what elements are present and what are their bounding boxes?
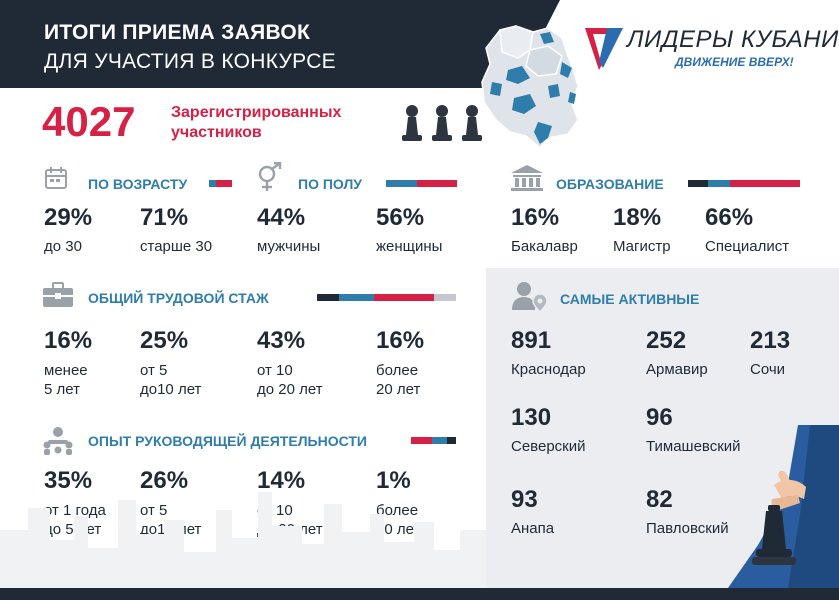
- active-seversky-label: Северский: [511, 438, 586, 455]
- page-title: ИТОГИ ПРИЕМА ЗАЯВОК: [44, 21, 311, 44]
- gender-male-value: 44%: [257, 204, 306, 231]
- experience-over-20-value: 16%: [376, 327, 425, 354]
- gender-section-title: ПО ПОЛУ: [298, 176, 362, 192]
- gender-bar-male: [386, 180, 417, 187]
- leadership-1-5-value: 35%: [44, 467, 93, 494]
- active-section-title: САМЫЕ АКТИВНЫЕ: [560, 291, 700, 307]
- gender-female-value: 56%: [376, 204, 425, 231]
- hand-chess-piece-icon: [728, 425, 839, 588]
- education-specialist-label: Специалист: [705, 238, 790, 255]
- leadership-bar-10-20: [447, 437, 456, 444]
- active-anapa-value: 93: [511, 486, 538, 513]
- experience-under-5-label-1: менее: [44, 362, 88, 379]
- education-bar-bachelor: [688, 180, 708, 187]
- education-bar-specialist: [730, 180, 800, 187]
- gender-male-label: мужчины: [257, 238, 321, 255]
- age-bar-over-30: [216, 180, 232, 187]
- experience-bar-under-5: [317, 294, 339, 301]
- experience-10-20-value: 43%: [257, 327, 306, 354]
- city-skyline-background: [0, 492, 486, 588]
- active-armavir-value: 252: [646, 327, 687, 354]
- logo-tagline: ДВИЖЕНИЕ ВВЕРХ!: [675, 55, 794, 69]
- total-participants-number: 4027: [42, 98, 136, 145]
- header: ИТОГИ ПРИЕМА ЗАЯВОК ДЛЯ УЧАСТИЯ В КОНКУР…: [0, 0, 839, 88]
- age-over-30-label: старше 30: [140, 238, 213, 255]
- leadership-section-title: ОПЫТ РУКОВОДЯЩЕЙ ДЕЯТЕЛЬНОСТИ: [88, 433, 367, 449]
- education-bachelor-value: 16%: [511, 204, 560, 231]
- gender-icon: [258, 162, 282, 191]
- active-pavlovsky-label: Павловский: [646, 520, 729, 537]
- experience-under-5-value: 16%: [44, 327, 93, 354]
- user-location-icon: [512, 282, 548, 314]
- header-background: [0, 0, 560, 88]
- active-krasnodar-value: 891: [511, 327, 552, 354]
- active-seversky-value: 130: [511, 404, 552, 431]
- experience-under-5-label-2: 5 лет: [44, 381, 80, 398]
- region-map-icon: [481, 25, 579, 150]
- logo-name: ЛИДЕРЫ КУБАНИ: [627, 26, 839, 53]
- experience-section-title: ОБЩИЙ ТРУДОВОЙ СТАЖ: [88, 290, 269, 306]
- leadership-5-10-label-1: от 5: [140, 502, 168, 519]
- leadership-over-20-value: 1%: [376, 467, 411, 494]
- active-armavir-label: Армавир: [646, 361, 708, 378]
- experience-bar-over-20: [434, 294, 456, 301]
- education-bachelor-label: Бакалавр: [511, 238, 578, 255]
- gender-bar-female: [417, 180, 457, 187]
- page-subtitle: ДЛЯ УЧАСТИЯ В КОНКУРСЕ: [44, 50, 336, 73]
- active-anapa-label: Анапа: [511, 520, 555, 537]
- education-specialist-value: 66%: [705, 204, 754, 231]
- experience-bar-10-20: [374, 294, 434, 301]
- gender-female-label: женщины: [376, 238, 443, 255]
- age-under-30-label: до 30: [44, 238, 82, 255]
- total-participants-label: Зарегистрированных участников: [171, 104, 342, 141]
- education-master-value: 18%: [613, 204, 662, 231]
- leadership-10-20-value: 14%: [257, 467, 306, 494]
- active-timashevsky-value: 96: [646, 404, 673, 431]
- team-icon: [43, 427, 73, 455]
- experience-over-20-label-1: более: [376, 362, 419, 379]
- logo: ЛИДЕРЫ КУБАНИ ДВИЖЕНИЕ ВВЕРХ!: [585, 22, 838, 74]
- active-krasnodar-label: Краснодар: [511, 361, 586, 378]
- chess-pawns-icon: [402, 105, 482, 141]
- logo-emblem-icon: [585, 28, 623, 70]
- education-bar-master: [708, 180, 730, 187]
- active-sochi-value: 213: [750, 327, 791, 354]
- active-pavlovsky-value: 82: [646, 486, 673, 513]
- briefcase-icon: [43, 282, 73, 307]
- experience-5-10-label-2: до10 лет: [140, 381, 202, 398]
- education-master-label: Магистр: [613, 238, 671, 255]
- experience-5-10-label-1: от 5: [140, 362, 168, 379]
- leadership-5-10-value: 26%: [140, 467, 189, 494]
- leadership-bar-1-5: [411, 437, 432, 444]
- age-bar-under-30: [209, 180, 216, 187]
- leadership-over-20-label-1: более: [376, 502, 419, 519]
- experience-10-20-label-1: от 10: [257, 362, 293, 379]
- leadership-over-20-label-2: 20 лет: [376, 521, 421, 538]
- education-section-title: ОБРАЗОВАНИЕ: [556, 176, 664, 192]
- age-under-30-value: 29%: [44, 204, 93, 231]
- building-icon: [511, 165, 543, 191]
- age-over-30-value: 71%: [140, 204, 189, 231]
- experience-bar-5-10: [339, 294, 374, 301]
- footer-bar: [0, 588, 839, 600]
- calendar-icon: [45, 167, 67, 189]
- experience-5-10-value: 25%: [140, 327, 189, 354]
- leadership-bar-5-10: [432, 437, 447, 444]
- active-sochi-label: Сочи: [750, 361, 786, 378]
- experience-10-20-label-2: до 20 лет: [257, 381, 323, 398]
- active-timashevsky-label: Тимашевский: [646, 438, 741, 455]
- experience-over-20-label-2: 20 лет: [376, 381, 421, 398]
- age-section-title: ПО ВОЗРАСТУ: [88, 176, 188, 192]
- leadership-1-5-label-1: от 1 года: [44, 502, 106, 519]
